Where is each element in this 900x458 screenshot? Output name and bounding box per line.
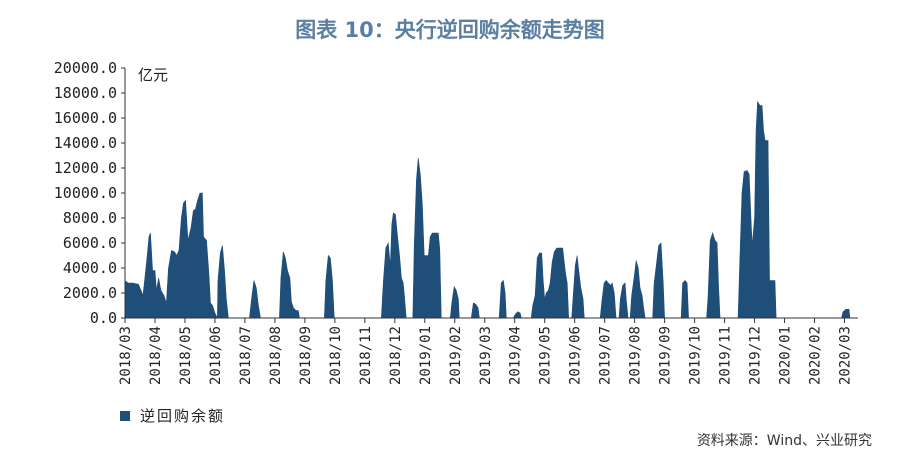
x-tick-label: 2018/08 xyxy=(268,326,284,385)
y-tick-label: 18000.0 xyxy=(54,84,117,102)
x-tick-label: 2018/10 xyxy=(328,326,344,385)
x-tick-label: 2019/08 xyxy=(628,326,644,385)
x-tick-label: 2018/05 xyxy=(178,326,194,385)
x-tick-label: 2018/11 xyxy=(358,326,374,385)
chart-title: 图表 10：央行逆回购余额走势图 xyxy=(295,18,605,42)
x-tick-label: 2019/07 xyxy=(598,326,614,385)
y-tick-label: 4000.0 xyxy=(63,259,117,277)
series-area-reverse-repo xyxy=(124,100,851,319)
x-tick-label: 2019/03 xyxy=(478,326,494,385)
x-tick-label: 2019/12 xyxy=(748,326,764,385)
x-tick-label: 2019/01 xyxy=(418,326,434,385)
x-tick-label: 2018/04 xyxy=(148,326,164,385)
legend-label: 逆回购余额 xyxy=(140,407,226,425)
legend-swatch xyxy=(120,410,130,421)
x-tick-label: 2019/09 xyxy=(658,326,674,385)
y-axis-unit-label: 亿元 xyxy=(138,66,169,84)
y-tick-label: 16000.0 xyxy=(54,109,117,127)
y-tick-label: 0.0 xyxy=(90,309,117,327)
x-tick-label: 2018/09 xyxy=(298,326,314,385)
x-tick-label: 2019/04 xyxy=(508,326,524,385)
x-tick-label: 2018/12 xyxy=(388,326,404,385)
y-tick-label: 8000.0 xyxy=(63,209,117,227)
y-tick-label: 10000.0 xyxy=(54,184,117,202)
y-tick-label: 2000.0 xyxy=(63,284,117,302)
x-tick-label: 2019/11 xyxy=(718,326,734,385)
x-tick-label: 2020/01 xyxy=(778,326,794,385)
x-tick-label: 2018/06 xyxy=(208,326,224,385)
x-tick-label: 2018/07 xyxy=(238,326,254,385)
x-tick-label: 2019/06 xyxy=(568,326,584,385)
x-tick-label: 2019/05 xyxy=(538,326,554,385)
y-tick-label: 6000.0 xyxy=(63,234,117,252)
source-note: 资料来源：Wind、兴业研究 xyxy=(696,433,872,449)
x-tick-label: 2020/03 xyxy=(838,326,854,385)
y-tick-label: 12000.0 xyxy=(54,159,117,177)
y-tick-label: 14000.0 xyxy=(54,134,117,152)
x-tick-label: 2020/02 xyxy=(808,326,824,385)
x-tick-label: 2018/03 xyxy=(118,326,134,385)
x-tick-label: 2019/10 xyxy=(688,326,704,385)
y-tick-label: 20000.0 xyxy=(54,59,117,77)
x-tick-label: 2019/02 xyxy=(448,326,464,385)
chart-legend: 逆回购余额 xyxy=(120,405,225,426)
